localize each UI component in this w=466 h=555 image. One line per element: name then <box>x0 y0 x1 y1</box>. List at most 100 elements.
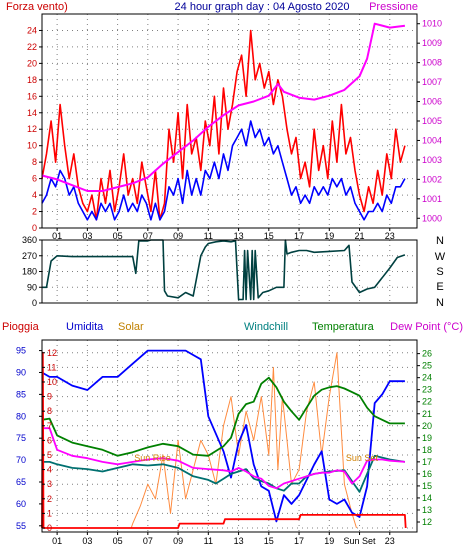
bot-x-tick-label-3: 07 <box>143 536 153 546</box>
top-left-tick-label-6: 12 <box>27 124 37 134</box>
rain-tick-label-12: 12 <box>47 348 57 358</box>
top-right-tick-label-9: 1009 <box>422 38 442 48</box>
humidity-tick-label-8: 95 <box>16 346 26 356</box>
rain-tick-label-8: 8 <box>47 406 52 416</box>
top-right-tick-label-3: 1003 <box>422 155 442 165</box>
top-x-tick-label-1: 03 <box>82 231 92 241</box>
rain-tick-label-2: 2 <box>47 494 52 504</box>
bot-x-tick-label-9: 19 <box>324 536 334 546</box>
humidity-tick-label-1: 60 <box>16 499 26 509</box>
mid-series <box>42 239 406 301</box>
bot-x-tick-label-10: 23 <box>385 536 395 546</box>
top-left-tick-label-8: 16 <box>27 91 37 101</box>
bot-x-tick-label-4: 09 <box>173 536 183 546</box>
direction-label-3: E <box>436 281 443 293</box>
humidity-tick-label-7: 90 <box>16 367 26 377</box>
rain-tick-label-11: 11 <box>47 362 56 372</box>
chart-title: 24 hour graph day : 04 Agosto 2020 <box>175 1 350 13</box>
bot-x-tick-label-0: 01 <box>52 536 62 546</box>
top-right-tick-label-2: 1002 <box>422 174 442 184</box>
top-x-tick-label-5: 11 <box>204 231 213 241</box>
mid-tick-label-0: 0 <box>32 298 37 308</box>
temp-tick-label-13: 25 <box>422 361 432 371</box>
top-right-tick-label-4: 1004 <box>422 135 442 145</box>
top-x-tick-label-4: 09 <box>173 231 183 241</box>
humidity-label: Umidita <box>66 321 104 333</box>
wind-axis-label: Forza vento) <box>6 1 68 13</box>
mid-tick-label-4: 360 <box>22 235 37 245</box>
bot-x-tick-label-7: 15 <box>264 536 274 546</box>
top-left-tick-label-12: 24 <box>27 25 37 35</box>
temp-tick-label-4: 16 <box>422 469 432 479</box>
bot-x-tick-label-2: 05 <box>113 536 123 546</box>
rain-tick-label-4: 4 <box>47 465 52 475</box>
bot-x-tick-label-6: 13 <box>234 536 244 546</box>
dewpoint-label: Dew Point (°C) <box>390 321 463 333</box>
top-grid <box>42 14 417 229</box>
humidity-tick-label-4: 75 <box>16 433 26 443</box>
top-x-tick-label-3: 07 <box>143 231 153 241</box>
series-solar <box>130 352 357 529</box>
rain-tick-label-3: 3 <box>47 479 52 489</box>
top-x-tick-label-9: 19 <box>324 231 334 241</box>
top-series <box>41 22 406 221</box>
series-dewpoint <box>42 427 405 490</box>
bot-x-tick-label-8: 17 <box>294 536 304 546</box>
top-x-tick-label-2: 05 <box>113 231 123 241</box>
temp-tick-label-1: 13 <box>422 505 432 515</box>
mid-tick-label-2: 180 <box>22 267 37 277</box>
top-right-tick-label-5: 1005 <box>422 116 442 126</box>
rain-tick-label-9: 9 <box>47 392 52 402</box>
series-average <box>41 120 406 221</box>
temp-tick-label-6: 18 <box>422 445 432 455</box>
pressure-axis-label: Pressione <box>369 1 418 13</box>
direction-label-4: N <box>436 297 444 309</box>
direction-label-1: W <box>435 251 446 263</box>
rain-tick-label-0: 0 <box>47 523 52 533</box>
humidity-tick-label-6: 85 <box>16 389 26 399</box>
bot-x-tick-label-1: 03 <box>82 536 92 546</box>
temp-tick-label-14: 26 <box>422 349 432 359</box>
bot-axes: 0123456789101112556065707580859095121314… <box>16 346 432 546</box>
bot-series: Sun Rise Sun Set <box>41 349 407 529</box>
temp-tick-label-9: 21 <box>422 409 432 419</box>
humidity-tick-label-2: 65 <box>16 477 26 487</box>
top-right-tick-label-1: 1001 <box>422 194 442 204</box>
bot-x-tick-label-5: 11 <box>204 536 213 546</box>
temp-tick-label-5: 17 <box>422 457 432 467</box>
top-x-tick-label-10: 21 <box>355 231 365 241</box>
top-left-tick-label-5: 10 <box>27 141 37 151</box>
top-right-tick-label-0: 1000 <box>422 213 442 223</box>
top-left-tick-label-3: 6 <box>32 174 37 184</box>
rain-tick-label-6: 6 <box>47 435 52 445</box>
mid-tick-label-1: 90 <box>27 282 37 292</box>
temp-tick-label-12: 24 <box>422 373 432 383</box>
windchill-label: Windchill <box>244 321 288 333</box>
rain-tick-label-5: 5 <box>47 450 52 460</box>
solar-label: Solar <box>118 321 144 333</box>
top-left-tick-label-4: 8 <box>32 157 37 167</box>
top-axes: 0246810121416182022241000100110021003100… <box>27 19 442 241</box>
annotation-0: Sun Rise <box>134 453 171 463</box>
top-left-tick-label-9: 18 <box>27 75 37 85</box>
temp-tick-label-3: 15 <box>422 481 432 491</box>
humidity-tick-label-5: 80 <box>16 411 26 421</box>
top-right-tick-label-10: 1010 <box>422 19 442 29</box>
rain-tick-label-1: 1 <box>47 508 52 518</box>
direction-label-2: S <box>436 266 443 278</box>
temp-tick-label-7: 19 <box>422 433 432 443</box>
top-left-tick-label-11: 22 <box>27 42 37 52</box>
humidity-tick-label-0: 55 <box>16 521 26 531</box>
annotation-1: Sun Set <box>346 453 379 463</box>
top-right-tick-label-7: 1007 <box>422 77 442 87</box>
series-direction <box>42 239 406 301</box>
top-x-tick-label-8: 17 <box>294 231 304 241</box>
temp-tick-label-2: 14 <box>422 493 432 503</box>
temp-tick-label-8: 20 <box>422 421 432 431</box>
humidity-tick-label-3: 70 <box>16 455 26 465</box>
bottom-plot-frame <box>41 339 418 533</box>
series-humidity <box>41 349 405 523</box>
temp-tick-label-0: 12 <box>422 517 432 527</box>
temperature-label: Temperatura <box>312 321 375 333</box>
